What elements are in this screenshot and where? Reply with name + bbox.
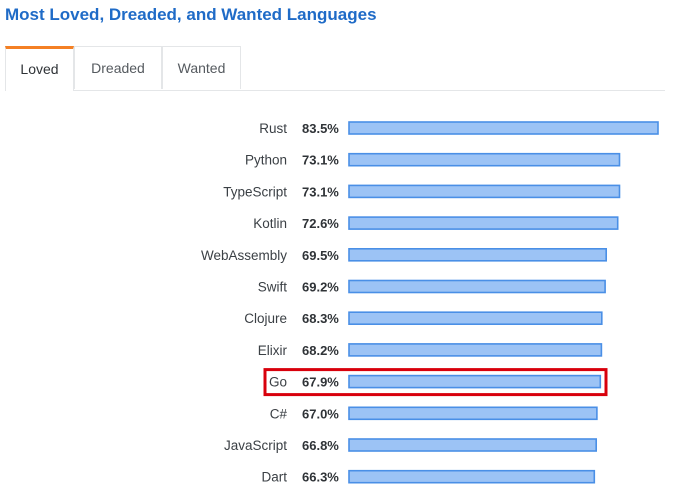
bar-kotlin [348,216,619,230]
highlight-box-go [263,368,608,397]
value-label-python: 73.1% [302,153,339,168]
bar-csharp [348,406,598,421]
tab-wanted[interactable]: Wanted [162,46,241,89]
page-title: Most Loved, Dreaded, and Wanted Language… [5,5,377,24]
category-label-python: Python [245,153,287,168]
value-label-webassembly: 69.5% [302,248,339,263]
category-label-elixir: Elixir [258,343,288,358]
category-label-clojure: Clojure [244,311,287,326]
value-label-csharp: 67.0% [302,406,339,421]
category-label-typescript: TypeScript [223,184,287,199]
bar-javascript [348,438,597,452]
category-label-csharp: C# [270,406,288,421]
category-label-go: Go [269,375,287,390]
bar-go [348,374,602,389]
tab-bar: Loved Dreaded Wanted [5,46,665,91]
value-label-go: 67.9% [302,375,339,390]
value-label-typescript: 73.1% [302,184,339,199]
category-label-swift: Swift [258,280,288,295]
category-label-rust: Rust [259,121,287,136]
category-label-dart: Dart [261,470,287,485]
category-label-webassembly: WebAssembly [201,248,287,263]
bar-elixir [348,343,603,357]
category-label-kotlin: Kotlin [253,216,287,231]
value-label-swift: 69.2% [302,280,339,295]
bar-dart [348,469,596,484]
bar-rust [348,121,659,135]
bar-webassembly [348,248,608,262]
bar-swift [348,279,606,294]
value-label-kotlin: 72.6% [302,216,339,231]
tab-dreaded[interactable]: Dreaded [74,46,162,89]
value-label-elixir: 68.2% [302,343,339,358]
value-label-rust: 83.5% [302,121,339,136]
tab-loved[interactable]: Loved [5,46,74,91]
value-label-javascript: 66.8% [302,438,339,453]
value-label-dart: 66.3% [302,470,339,485]
value-label-clojure: 68.3% [302,311,339,326]
bar-python [348,152,621,167]
bar-typescript [348,184,621,199]
category-label-javascript: JavaScript [224,438,287,453]
bar-clojure [348,311,603,326]
